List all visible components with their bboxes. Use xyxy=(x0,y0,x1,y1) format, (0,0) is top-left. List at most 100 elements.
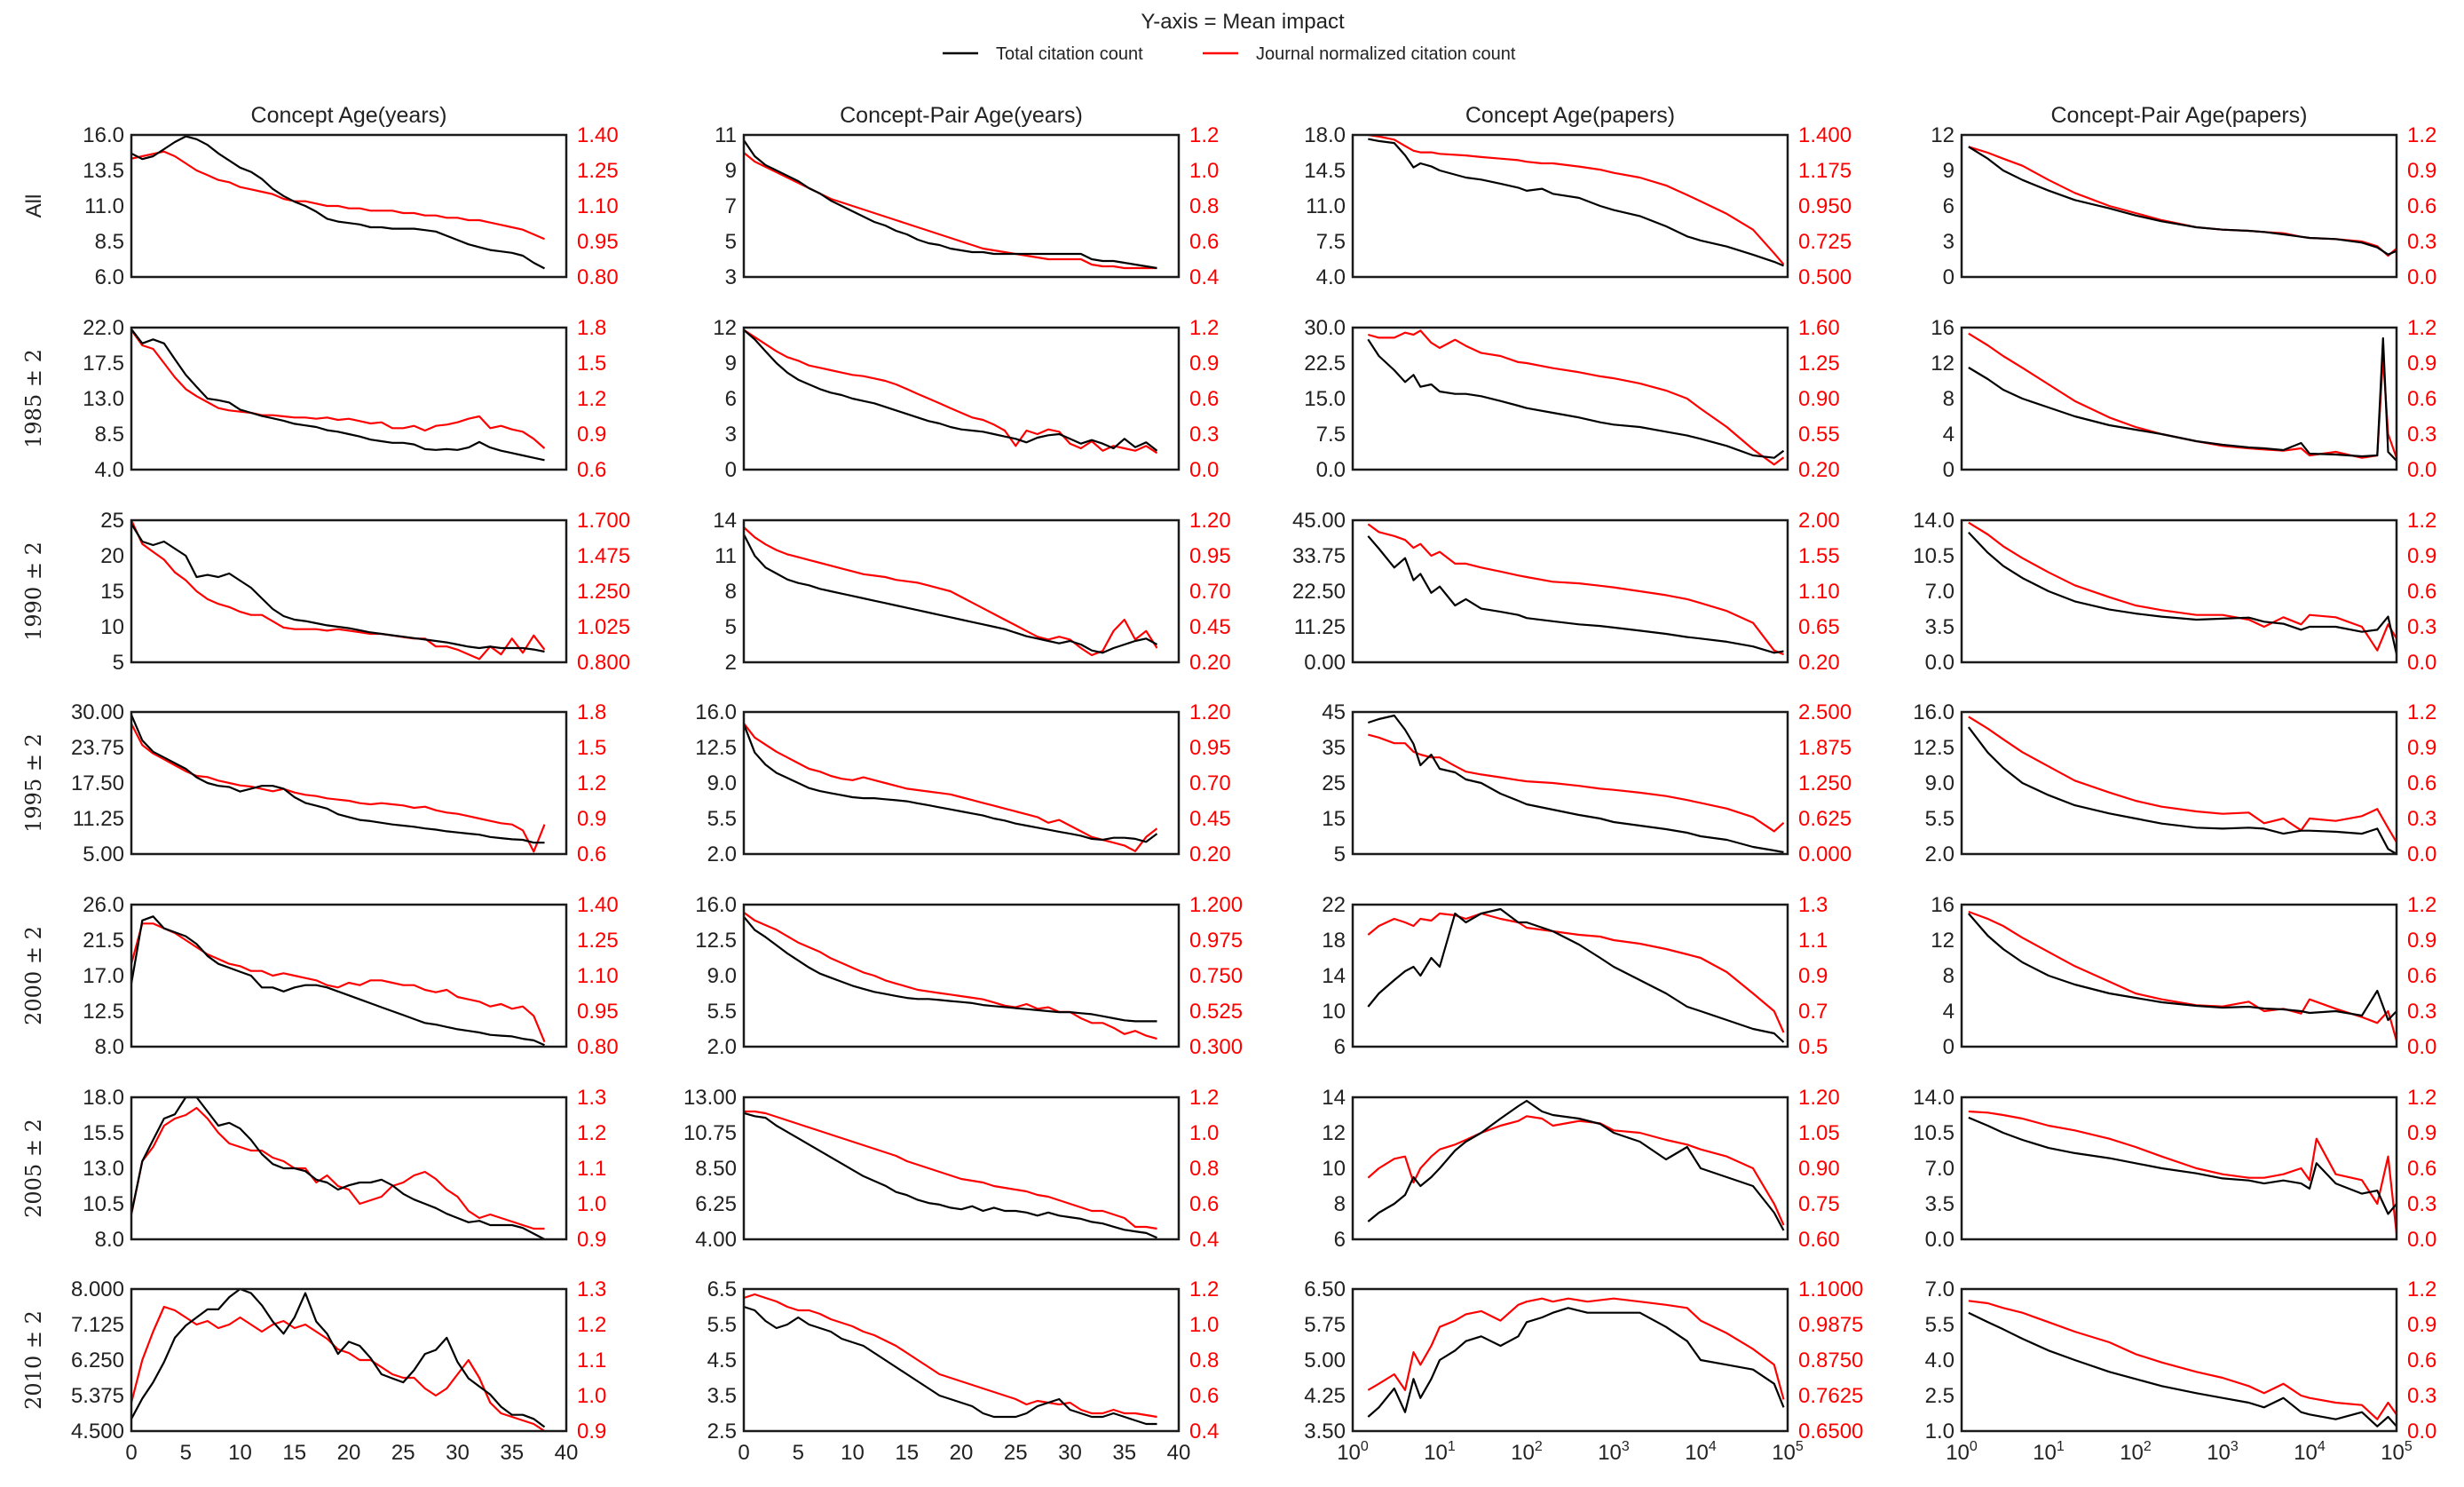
left-tick-label: 8.5 xyxy=(95,230,124,254)
right-tick-label: 0.725 xyxy=(1798,230,1852,254)
right-tick-label: 0.000 xyxy=(1798,842,1852,866)
left-tick-label: 11.0 xyxy=(1306,194,1346,218)
right-tick-label: 0.0 xyxy=(2407,1228,2436,1252)
x-tick-label: 40 xyxy=(555,1441,579,1465)
series-line-normalized xyxy=(743,526,1158,657)
x-tick-label: 104 xyxy=(2294,1439,2326,1465)
column-title: Concept Age(years) xyxy=(251,103,447,128)
left-tick-label: 5 xyxy=(725,615,737,639)
left-tick-label: 5.75 xyxy=(1304,1313,1346,1337)
left-tick-label: 8.0 xyxy=(95,1228,124,1252)
x-tick-label: 0 xyxy=(738,1441,749,1465)
right-tick-label: 0.6 xyxy=(2407,387,2436,411)
panel-background xyxy=(1962,1289,2397,1431)
left-tick-label: 18 xyxy=(1322,929,1346,953)
right-tick-label: 0.9 xyxy=(2407,1121,2436,1145)
right-tick-label: 0.9 xyxy=(577,1420,606,1443)
right-tick-label: 1.700 xyxy=(577,509,630,533)
left-tick-label: 11.25 xyxy=(73,807,124,831)
x-tick-label: 15 xyxy=(282,1441,306,1465)
right-tick-label: 0.0 xyxy=(2407,1420,2436,1443)
right-tick-label: 1.1 xyxy=(577,1349,606,1372)
left-tick-label: 9.0 xyxy=(707,771,737,795)
series-line-total xyxy=(130,328,545,462)
panel-frame xyxy=(742,133,1181,279)
series-line-normalized xyxy=(744,1110,1157,1230)
right-tick-label: 0.500 xyxy=(1798,265,1852,289)
right-tick-label: 0.55 xyxy=(1798,423,1840,447)
series-line-normalized xyxy=(130,1305,546,1432)
right-tick-label: 0.9 xyxy=(577,807,606,831)
right-tick-label: 0.3 xyxy=(2407,423,2436,447)
panel-frame xyxy=(1351,1095,1789,1241)
panel-background xyxy=(1353,712,1788,854)
left-tick-label: 7.0 xyxy=(1925,1277,1955,1301)
left-tick-label: 15 xyxy=(100,580,124,604)
right-tick-label: 0.9 xyxy=(2407,159,2436,183)
left-tick-label: 7.5 xyxy=(1316,423,1346,447)
right-tick-label: 0.0 xyxy=(2407,651,2436,675)
x-tick-label: 30 xyxy=(1058,1441,1082,1465)
left-tick-label: 16 xyxy=(1931,893,1955,917)
panel-frame xyxy=(130,903,568,1048)
series-line-normalized xyxy=(130,329,546,449)
series-line-total xyxy=(1368,138,1784,267)
panel-background xyxy=(744,905,1179,1047)
left-tick-label: 18.0 xyxy=(83,1086,124,1110)
left-tick-label: 30.0 xyxy=(1304,316,1346,340)
left-tick-label: 0 xyxy=(725,458,737,482)
column-title: Concept Age(papers) xyxy=(1465,103,1675,128)
left-tick-label: 13.00 xyxy=(683,1086,737,1110)
left-tick-label: 8.5 xyxy=(95,423,124,447)
series-line-total xyxy=(130,135,546,270)
right-tick-label: 1.475 xyxy=(577,544,630,568)
left-tick-label: 5.375 xyxy=(71,1384,124,1408)
left-tick-label: 35 xyxy=(1322,736,1346,760)
right-tick-label: 1.1 xyxy=(577,1157,606,1181)
left-tick-label: 21.5 xyxy=(83,929,124,953)
series-line-normalized xyxy=(130,922,546,1043)
x-tick-label: 40 xyxy=(1167,1441,1191,1465)
series-line-total xyxy=(1367,338,1785,459)
left-tick-label: 0.0 xyxy=(1316,458,1346,482)
legend-label-normalized: Journal normalized citation count xyxy=(1256,44,1516,64)
left-tick-label: 25 xyxy=(100,509,124,533)
panel-background xyxy=(1962,905,2397,1047)
left-tick-label: 9 xyxy=(725,159,737,183)
panel: 1.0 2.5 4.0 5.5 7.0 0.0 0.3 0.6 0.9 1.2 100 101 102 1… xyxy=(1925,1277,2437,1465)
panel: 5.00 11.25 17.50 23.75 30.00 0.6 0.9 1.2 1.5 1.8 xyxy=(71,700,606,866)
row-label: 2005 ± 2 xyxy=(21,1119,46,1218)
left-tick-label: 8.50 xyxy=(695,1157,737,1181)
x-tick-label: 15 xyxy=(895,1441,919,1465)
left-tick-label: 2.0 xyxy=(1925,842,1955,866)
right-tick-label: 0.20 xyxy=(1798,651,1840,675)
series-line-total xyxy=(1968,1311,2397,1428)
left-tick-label: 12 xyxy=(1931,123,1955,147)
panel-background xyxy=(1353,328,1788,470)
panel: 5 10 15 20 25 0.800 1.025 1.250 1.475 1.700 xyxy=(100,509,630,675)
row-label: 2000 ± 2 xyxy=(21,926,46,1025)
left-tick-label: 4.0 xyxy=(1925,1349,1955,1372)
series-line-normalized xyxy=(1968,1110,2398,1234)
series-line-normalized xyxy=(1968,521,2397,652)
column-titles: Concept Age(years) Concept-Pair Age(years… xyxy=(251,103,2308,128)
panel-background xyxy=(131,1289,566,1431)
right-tick-label: 1.2 xyxy=(1189,316,1219,340)
left-tick-label: 4.25 xyxy=(1304,1384,1346,1408)
left-tick-label: 45 xyxy=(1322,700,1346,724)
panel-background xyxy=(1962,1097,2397,1239)
left-tick-label: 4 xyxy=(1943,423,1955,447)
right-tick-label: 0.0 xyxy=(2407,842,2436,866)
x-tick-label: 5 xyxy=(793,1441,804,1465)
panel: 6 10 14 18 22 0.5 0.7 0.9 1.1 1.3 xyxy=(1322,893,1828,1059)
left-tick-label: 4 xyxy=(1943,1000,1955,1024)
right-tick-label: 0.300 xyxy=(1189,1035,1243,1059)
column-title: Concept-Pair Age(years) xyxy=(840,103,1083,128)
panel-background xyxy=(1353,520,1788,662)
x-tick-label: 35 xyxy=(500,1441,524,1465)
left-tick-label: 2 xyxy=(725,651,737,675)
right-tick-label: 1.2 xyxy=(2407,1277,2436,1301)
left-tick-label: 12 xyxy=(1931,929,1955,953)
left-tick-label: 22 xyxy=(1322,893,1346,917)
right-tick-label: 0.20 xyxy=(1189,842,1231,866)
